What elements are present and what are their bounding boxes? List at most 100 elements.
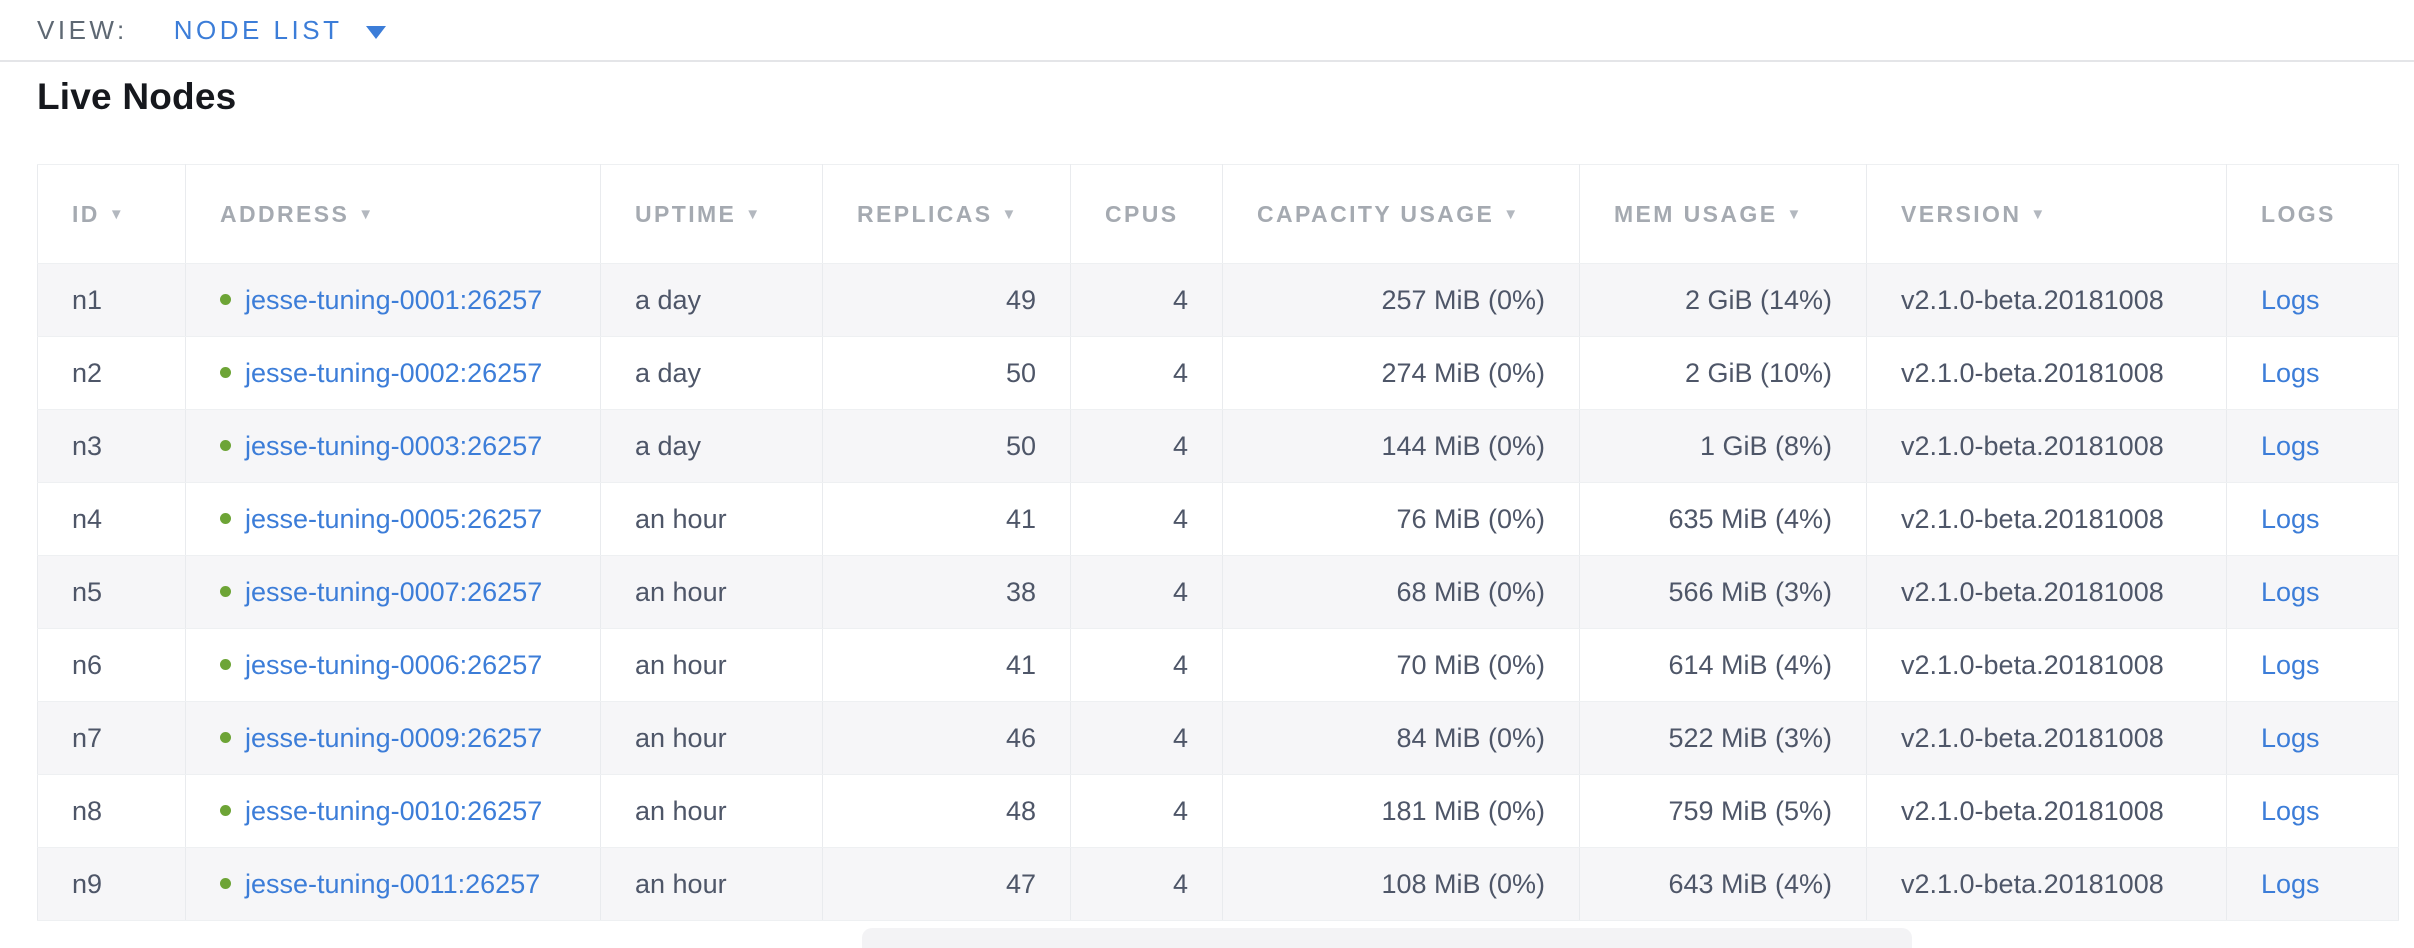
node-address-link[interactable]: jesse-tuning-0001:26257 bbox=[220, 285, 542, 315]
logs-link[interactable]: Logs bbox=[2261, 868, 2320, 899]
column-header-version[interactable]: VERSION ▼ bbox=[1866, 164, 2227, 264]
node-live-status-icon bbox=[220, 366, 231, 378]
node-address-link[interactable]: jesse-tuning-0007:26257 bbox=[220, 577, 542, 607]
cell-address: jesse-tuning-0005:26257 bbox=[185, 482, 601, 556]
column-header-uptime[interactable]: UPTIME ▼ bbox=[600, 164, 823, 264]
column-header-label: MEM USAGE bbox=[1614, 200, 1778, 227]
cell-value: 38 bbox=[1005, 576, 1036, 607]
cell-cpus: 4 bbox=[1070, 628, 1223, 702]
column-header-replicas[interactable]: REPLICAS ▼ bbox=[822, 164, 1071, 264]
cell-value: an hour bbox=[635, 795, 727, 826]
cell-cpus: 4 bbox=[1070, 482, 1223, 556]
cell-value: 41 bbox=[1005, 649, 1036, 680]
cell-value: n9 bbox=[72, 868, 103, 899]
cell-value: 2 GiB (10%) bbox=[1684, 357, 1832, 388]
column-header-label: REPLICAS bbox=[857, 200, 993, 227]
cell-version: v2.1.0-beta.20181008 bbox=[1866, 847, 2227, 921]
cell-value: 76 MiB (0%) bbox=[1396, 503, 1545, 534]
cell-capacity-usage: 76 MiB (0%) bbox=[1222, 482, 1580, 556]
cell-cpus: 4 bbox=[1070, 409, 1223, 483]
cell-capacity-usage: 84 MiB (0%) bbox=[1222, 701, 1580, 775]
node-address-link[interactable]: jesse-tuning-0006:26257 bbox=[220, 650, 542, 680]
logs-link[interactable]: Logs bbox=[2261, 576, 2320, 607]
node-address-text: jesse-tuning-0006:26257 bbox=[245, 649, 543, 680]
cell-value: an hour bbox=[635, 649, 727, 680]
node-address-link[interactable]: jesse-tuning-0002:26257 bbox=[220, 358, 542, 388]
cell-value: 2 GiB (14%) bbox=[1684, 284, 1832, 315]
node-live-status-icon bbox=[220, 731, 231, 743]
node-address-text: jesse-tuning-0011:26257 bbox=[245, 868, 541, 899]
logs-link[interactable]: Logs bbox=[2261, 722, 2320, 753]
cell-version: v2.1.0-beta.20181008 bbox=[1866, 774, 2227, 848]
cell-cpus: 4 bbox=[1070, 336, 1223, 410]
cell-value: n7 bbox=[72, 722, 103, 753]
node-live-status-icon bbox=[220, 877, 231, 889]
cell-version: v2.1.0-beta.20181008 bbox=[1866, 482, 2227, 556]
cell-value: 643 MiB (4%) bbox=[1668, 868, 1832, 899]
column-header-label: ADDRESS bbox=[220, 200, 350, 227]
cell-value: 4 bbox=[1172, 284, 1188, 315]
logs-link[interactable]: Logs bbox=[2261, 649, 2320, 680]
cell-uptime: an hour bbox=[600, 555, 823, 629]
cell-value: 49 bbox=[1005, 284, 1036, 315]
cell-value: 84 MiB (0%) bbox=[1396, 722, 1545, 753]
table-row: n8 jesse-tuning-0010:26257 an hour 48 4 181 M… bbox=[37, 774, 2399, 848]
cell-value: 41 bbox=[1005, 503, 1036, 534]
column-header-id[interactable]: ID ▼ bbox=[37, 164, 186, 264]
cell-replicas: 48 bbox=[822, 774, 1071, 848]
view-selector-dropdown[interactable]: NODE LIST bbox=[174, 15, 387, 46]
cell-logs: Logs bbox=[2226, 701, 2399, 775]
logs-link[interactable]: Logs bbox=[2261, 284, 2320, 315]
cell-value: n6 bbox=[72, 649, 103, 680]
cell-value: v2.1.0-beta.20181008 bbox=[1901, 795, 2164, 826]
node-live-status-icon bbox=[220, 293, 231, 305]
live-nodes-table: ID ▼ ADDRESS ▼ UPTIME ▼ REPLICAS ▼ CPUS CAPACITY … bbox=[37, 164, 2399, 921]
node-address-link[interactable]: jesse-tuning-0005:26257 bbox=[220, 504, 542, 534]
cell-mem-usage: 2 GiB (10%) bbox=[1579, 336, 1867, 410]
cell-value: n2 bbox=[72, 357, 103, 388]
logs-link[interactable]: Logs bbox=[2261, 795, 2320, 826]
node-address-link[interactable]: jesse-tuning-0011:26257 bbox=[220, 869, 540, 899]
cell-logs: Logs bbox=[2226, 628, 2399, 702]
cell-uptime: an hour bbox=[600, 628, 823, 702]
node-address-link[interactable]: jesse-tuning-0003:26257 bbox=[220, 431, 542, 461]
column-header-address[interactable]: ADDRESS ▼ bbox=[185, 164, 601, 264]
sort-arrow-icon: ▼ bbox=[1001, 205, 1017, 223]
cell-capacity-usage: 68 MiB (0%) bbox=[1222, 555, 1580, 629]
column-header-capacity-usage[interactable]: CAPACITY USAGE ▼ bbox=[1222, 164, 1580, 264]
cell-value: 4 bbox=[1172, 649, 1188, 680]
cell-cpus: 4 bbox=[1070, 701, 1223, 775]
cell-mem-usage: 522 MiB (3%) bbox=[1579, 701, 1867, 775]
cell-value: 144 MiB (0%) bbox=[1381, 430, 1545, 461]
cell-uptime: a day bbox=[600, 336, 823, 410]
node-live-status-icon bbox=[220, 512, 231, 524]
sort-arrow-icon: ▼ bbox=[358, 205, 374, 223]
cell-mem-usage: 635 MiB (4%) bbox=[1579, 482, 1867, 556]
cell-logs: Logs bbox=[2226, 482, 2399, 556]
cell-value: v2.1.0-beta.20181008 bbox=[1901, 430, 2164, 461]
column-header-label: LOGS bbox=[2261, 200, 2336, 227]
table-row: n2 jesse-tuning-0002:26257 a day 50 4 274 MiB… bbox=[37, 336, 2399, 410]
node-address-link[interactable]: jesse-tuning-0010:26257 bbox=[220, 796, 542, 826]
logs-link[interactable]: Logs bbox=[2261, 503, 2320, 534]
cell-value: 614 MiB (4%) bbox=[1668, 649, 1832, 680]
table-row: n5 jesse-tuning-0007:26257 an hour 38 4 68 Mi… bbox=[37, 555, 2399, 629]
node-address-link[interactable]: jesse-tuning-0009:26257 bbox=[220, 723, 542, 753]
page-title: Live Nodes bbox=[37, 76, 237, 117]
cell-id: n3 bbox=[37, 409, 186, 483]
cell-value: 4 bbox=[1172, 868, 1188, 899]
node-live-status-icon bbox=[220, 804, 231, 816]
cell-value: 4 bbox=[1172, 430, 1188, 461]
cell-capacity-usage: 257 MiB (0%) bbox=[1222, 263, 1580, 337]
node-address-text: jesse-tuning-0002:26257 bbox=[245, 357, 543, 388]
cell-mem-usage: 614 MiB (4%) bbox=[1579, 628, 1867, 702]
cell-value: 68 MiB (0%) bbox=[1396, 576, 1545, 607]
view-selected-value: NODE LIST bbox=[173, 14, 343, 45]
logs-link[interactable]: Logs bbox=[2261, 357, 2320, 388]
column-header-mem-usage[interactable]: MEM USAGE ▼ bbox=[1579, 164, 1867, 264]
sort-arrow-icon: ▼ bbox=[745, 205, 761, 223]
logs-link[interactable]: Logs bbox=[2261, 430, 2320, 461]
cell-address: jesse-tuning-0006:26257 bbox=[185, 628, 601, 702]
cell-capacity-usage: 144 MiB (0%) bbox=[1222, 409, 1580, 483]
table-row: n4 jesse-tuning-0005:26257 an hour 41 4 76 Mi… bbox=[37, 482, 2399, 556]
